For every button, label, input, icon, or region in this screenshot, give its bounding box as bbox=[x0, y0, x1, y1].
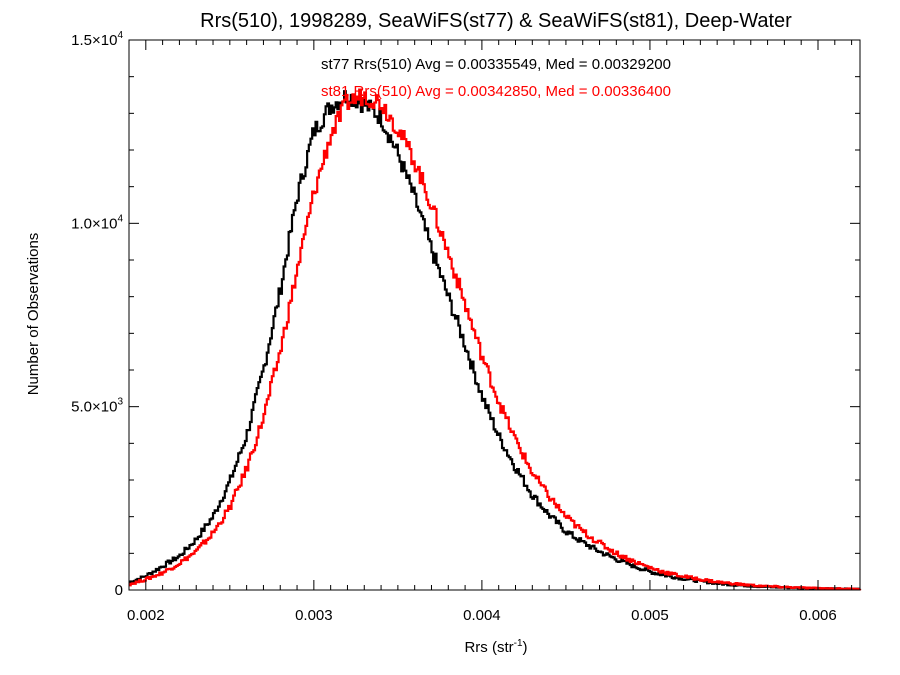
x-tick-label-1: 0.002 bbox=[127, 607, 165, 624]
x-tick-label-4: 0.005 bbox=[631, 607, 669, 624]
x-axis-label-sup: -1 bbox=[514, 638, 523, 649]
series-layer bbox=[129, 88, 862, 591]
y-tick-label-4: 1.5×104 bbox=[71, 30, 123, 49]
annotation-2: st81 Rrs(510) Avg = 0.00342850, Med = 0.… bbox=[321, 83, 671, 100]
ticks-layer: 0.002 0.003 0.004 0.005 0.006 0 5.0×103 1.0×104… bbox=[71, 30, 860, 624]
plot-frame bbox=[128, 39, 861, 591]
x-axis-label-text: Rrs (str bbox=[464, 639, 513, 656]
y-tick-label-1: 0 bbox=[115, 582, 123, 599]
x-axis-label: Rrs (str-1) bbox=[464, 638, 527, 656]
x-tick-label-5: 0.006 bbox=[799, 607, 837, 624]
annotation-layer: st77 Rrs(510) Avg = 0.00335549, Med = 0.… bbox=[321, 56, 671, 100]
y-axis-label: Number of Observations bbox=[25, 233, 42, 396]
y-tick-label-3: 1.0×104 bbox=[71, 213, 123, 232]
chart-title: Rrs(510), 1998289, SeaWiFS(st77) & SeaWi… bbox=[200, 10, 792, 32]
y-tick-label-2: 5.0×103 bbox=[71, 397, 123, 416]
x-axis-label-end: ) bbox=[523, 639, 528, 656]
series-line-2 bbox=[129, 88, 862, 591]
annotation-1: st77 Rrs(510) Avg = 0.00335549, Med = 0.… bbox=[321, 56, 671, 73]
x-tick-label-2: 0.003 bbox=[295, 607, 333, 624]
x-tick-label-3: 0.004 bbox=[463, 607, 501, 624]
